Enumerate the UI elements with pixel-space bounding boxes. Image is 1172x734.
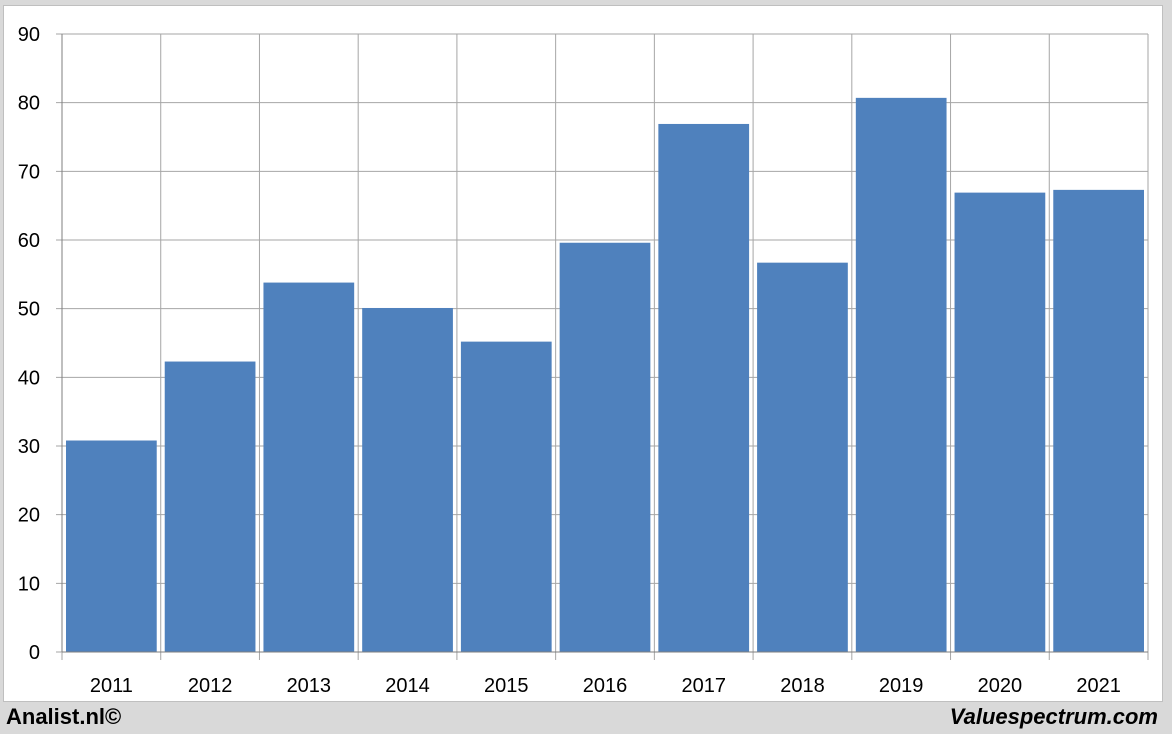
x-tick-label: 2015 xyxy=(484,675,529,697)
y-tick-label: 90 xyxy=(18,24,40,46)
x-tick-label: 2018 xyxy=(780,675,825,697)
footer-right-credit: Valuespectrum.com xyxy=(949,704,1158,729)
y-tick-label: 60 xyxy=(18,230,40,252)
x-tick-label: 2020 xyxy=(978,675,1023,697)
x-tick-label: 2017 xyxy=(681,675,726,697)
bar-2015 xyxy=(460,341,552,652)
y-tick-label: 20 xyxy=(18,505,40,527)
bar-2021 xyxy=(1053,189,1144,652)
x-tick-label: 2019 xyxy=(879,675,924,697)
bar-2013 xyxy=(263,282,355,652)
y-tick-label: 70 xyxy=(18,161,40,183)
y-tick-label: 80 xyxy=(18,93,40,115)
bar-2018 xyxy=(757,262,848,652)
y-tick-label: 30 xyxy=(18,436,40,458)
bar-2016 xyxy=(559,242,651,652)
x-tick-label: 2012 xyxy=(188,675,233,697)
x-tick-label: 2013 xyxy=(287,675,332,697)
bar-2017 xyxy=(658,123,750,653)
bar-2011 xyxy=(66,440,157,652)
bar-2020 xyxy=(954,192,1046,652)
bar-2019 xyxy=(855,97,947,653)
x-tick-label: 2016 xyxy=(583,675,628,697)
x-tick-label: 2014 xyxy=(385,675,430,697)
y-tick-label: 50 xyxy=(18,299,40,321)
y-tick-label: 40 xyxy=(18,367,40,389)
bar-2014 xyxy=(362,307,453,652)
x-tick-label: 2021 xyxy=(1076,675,1121,697)
y-tick-label: 10 xyxy=(18,573,40,595)
bar-2012 xyxy=(164,361,256,652)
y-tick-label: 0 xyxy=(29,642,40,664)
bar-chart: 0 10 20 30 40 50 60 70 80 90 2011 2012 2013 2014 2015 2… xyxy=(18,24,1149,697)
x-tick-label: 2011 xyxy=(90,675,133,697)
footer-left-credit: Analist.nl© xyxy=(6,704,122,729)
